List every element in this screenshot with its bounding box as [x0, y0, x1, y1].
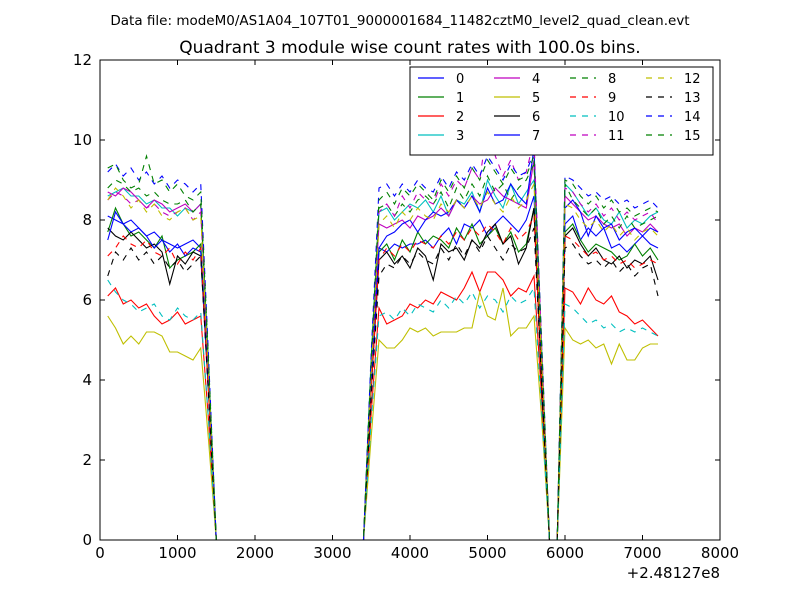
- legend-label-9: 9: [608, 91, 616, 106]
- legend-label-6: 6: [532, 110, 540, 125]
- series-line-12: [107, 183, 659, 541]
- x-tick-label: 8000: [701, 544, 739, 562]
- series-line-6: [107, 207, 659, 541]
- y-tick-label: 10: [73, 131, 92, 149]
- series-line-1: [107, 206, 659, 541]
- x-tick-label: 5000: [468, 544, 506, 562]
- y-tick-label: 2: [82, 451, 92, 469]
- y-tick-label: 6: [82, 291, 92, 309]
- legend-label-10: 10: [608, 110, 625, 125]
- series-line-11: [107, 123, 659, 541]
- plot-lines: [107, 123, 659, 541]
- legend-frame: [409, 66, 714, 156]
- legend-label-15: 15: [684, 129, 701, 144]
- y-tick-label: 4: [82, 371, 92, 389]
- x-tick-label: 6000: [546, 544, 584, 562]
- figure-suptitle: Data file: modeM0/AS1A04_107T01_90000016…: [110, 13, 689, 29]
- legend-label-11: 11: [608, 129, 625, 144]
- x-axis-offset-label: +2.48127e8: [627, 564, 720, 582]
- y-tick-label: 0: [82, 531, 92, 549]
- x-tick-label: 4000: [391, 544, 429, 562]
- x-tick-label: 7000: [623, 544, 661, 562]
- legend-label-2: 2: [456, 110, 464, 125]
- series-line-9: [107, 215, 659, 541]
- legend-label-13: 13: [684, 91, 701, 106]
- legend-label-4: 4: [532, 72, 540, 87]
- legend-label-8: 8: [608, 72, 616, 87]
- series-line-2: [107, 270, 659, 541]
- series-line-7: [107, 147, 659, 541]
- x-tick-label: 3000: [313, 544, 351, 562]
- series-line-5: [107, 287, 658, 541]
- x-tick-label: 2000: [236, 544, 274, 562]
- series-line-8: [107, 163, 659, 541]
- axis-ticks: 0 1000 2000 3000 4000 5000 6000 7000 80000246810…: [73, 51, 739, 562]
- series-line-0: [107, 195, 659, 541]
- legend-label-14: 14: [684, 110, 701, 125]
- series-line-4: [107, 159, 659, 541]
- legend-label-1: 1: [456, 91, 464, 106]
- legend-label-12: 12: [684, 72, 701, 87]
- legend-label-0: 0: [456, 72, 464, 87]
- legend-label-7: 7: [532, 129, 540, 144]
- chart-title: Quadrant 3 module wise count rates with …: [179, 38, 640, 58]
- legend-label-3: 3: [456, 129, 464, 144]
- x-tick-label: 0: [95, 544, 105, 562]
- x-tick-label: 1000: [158, 544, 196, 562]
- series-line-13: [107, 227, 659, 541]
- y-tick-label: 8: [82, 211, 92, 229]
- y-tick-label: 12: [73, 51, 92, 69]
- series-line-15: [107, 153, 659, 541]
- legend-label-5: 5: [532, 91, 540, 106]
- series-line-10: [107, 279, 659, 541]
